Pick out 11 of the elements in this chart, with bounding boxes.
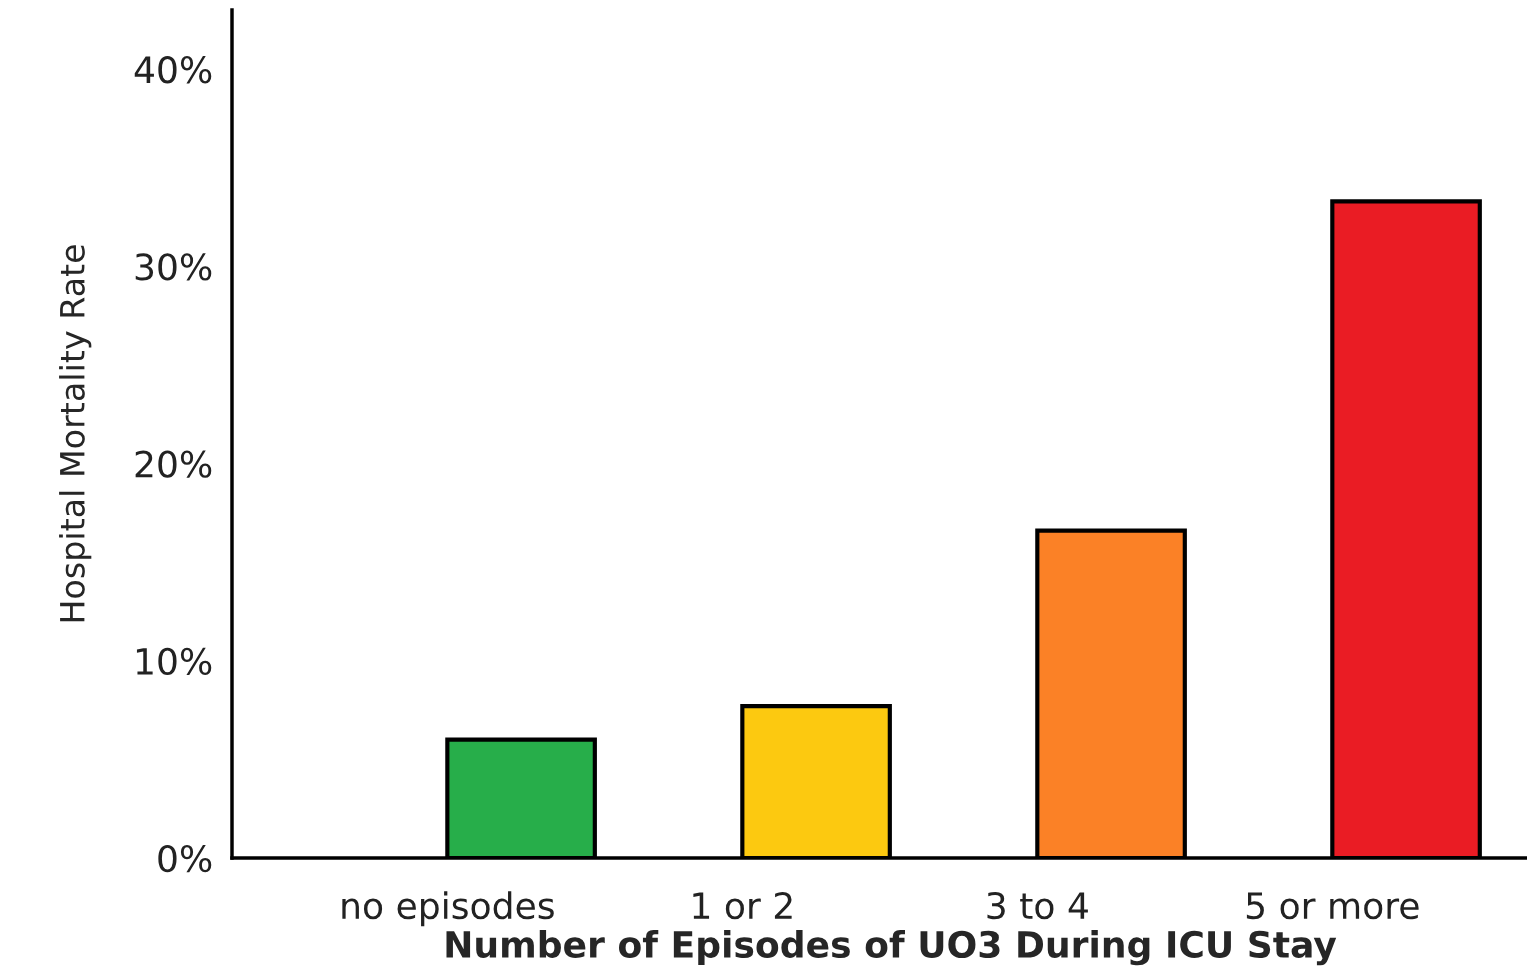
- y-tick-label: 20%: [135, 450, 212, 478]
- y-tick-label: 0%: [158, 844, 212, 873]
- x-axis-title: Number of Episodes of UO3 During ICU Stay: [446, 930, 1337, 966]
- x-tick-label: no episodes: [342, 891, 554, 927]
- y-tick-label: 30%: [135, 253, 212, 281]
- x-tick-label: 5 or more: [1246, 892, 1419, 920]
- y-axis-title: Hospital Mortality Rate: [59, 245, 92, 622]
- x-tick-label: 1 or 2: [693, 891, 792, 920]
- y-tick-label: 10%: [136, 647, 212, 676]
- y-tick-label: 40%: [134, 56, 212, 84]
- x-tick-label: 3 to 4: [987, 891, 1088, 920]
